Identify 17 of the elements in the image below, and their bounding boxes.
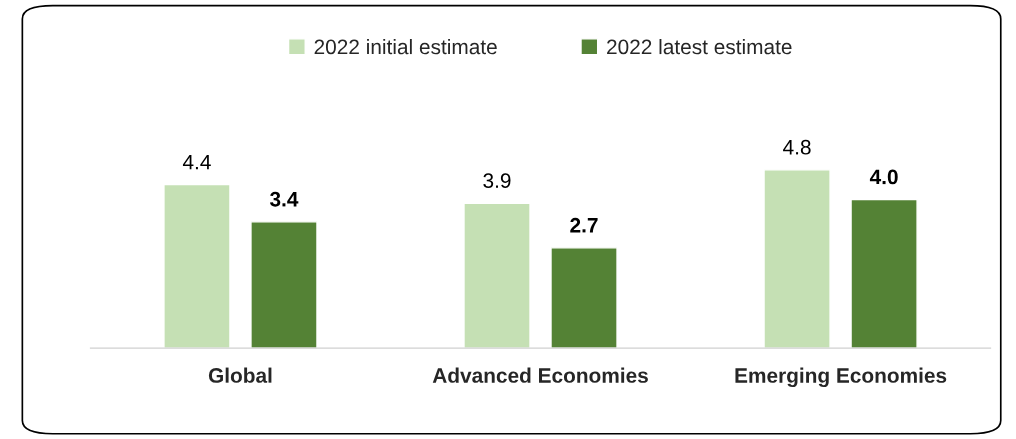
bar <box>163 183 231 349</box>
data-label: 4.8 <box>783 139 811 155</box>
x-tick-label: Emerging Economies <box>735 367 947 388</box>
bar <box>250 221 318 349</box>
x-tick-label: Global <box>208 367 272 383</box>
data-label: 4.0 <box>869 169 898 185</box>
bar <box>763 169 831 349</box>
bar <box>463 202 531 349</box>
bar <box>550 247 618 349</box>
x-tick-label: Advanced Economies <box>432 367 648 383</box>
legend-label: 2022 latest estimate <box>607 38 792 55</box>
bar <box>850 198 918 349</box>
data-label: 3.9 <box>483 173 511 189</box>
legend-label: 2022 initial estimate <box>314 38 497 55</box>
data-label: 4.4 <box>182 154 211 170</box>
data-label: 3.4 <box>269 191 299 207</box>
data-label: 2.7 <box>570 217 598 233</box>
